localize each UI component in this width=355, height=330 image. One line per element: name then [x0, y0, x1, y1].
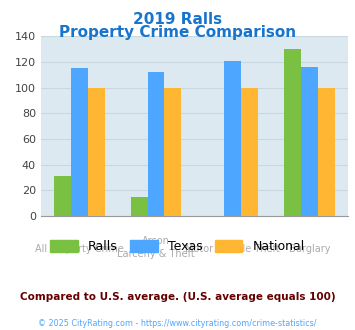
- Text: © 2025 CityRating.com - https://www.cityrating.com/crime-statistics/: © 2025 CityRating.com - https://www.city…: [38, 319, 317, 328]
- Text: All Property Crime: All Property Crime: [35, 244, 124, 254]
- Bar: [301, 67, 318, 216]
- Bar: [318, 88, 335, 216]
- Bar: [148, 72, 164, 216]
- Bar: [224, 61, 241, 216]
- Text: 2019 Ralls: 2019 Ralls: [133, 12, 222, 26]
- Bar: [241, 88, 258, 216]
- Text: Motor Vehicle Theft: Motor Vehicle Theft: [185, 244, 280, 254]
- Bar: [284, 49, 301, 216]
- Legend: Ralls, Texas, National: Ralls, Texas, National: [45, 235, 310, 258]
- Text: Burglary: Burglary: [289, 244, 330, 254]
- Bar: [88, 88, 104, 216]
- Bar: [54, 176, 71, 216]
- Bar: [71, 68, 88, 216]
- Bar: [131, 197, 148, 216]
- Bar: [164, 88, 181, 216]
- Text: Larceny & Theft: Larceny & Theft: [117, 249, 195, 259]
- Text: Compared to U.S. average. (U.S. average equals 100): Compared to U.S. average. (U.S. average …: [20, 292, 335, 302]
- Text: Arson: Arson: [142, 236, 170, 246]
- Text: Property Crime Comparison: Property Crime Comparison: [59, 25, 296, 40]
